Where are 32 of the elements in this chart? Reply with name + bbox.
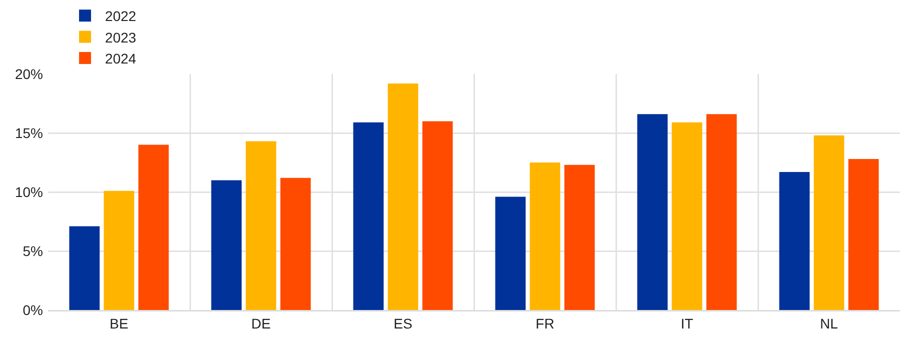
x-tick-label: IT — [680, 315, 694, 332]
bar — [138, 144, 169, 310]
y-tick-label: 0% — [22, 302, 43, 318]
x-tick-label: ES — [394, 315, 412, 332]
legend-label: 2024 — [105, 50, 136, 66]
legend-label: 2022 — [105, 8, 136, 24]
bar — [353, 122, 384, 310]
y-tick-label: 5% — [22, 242, 43, 259]
bar — [814, 135, 844, 310]
x-tick-label: NL — [820, 315, 838, 332]
bar — [779, 172, 810, 310]
bar — [422, 121, 453, 310]
bar — [495, 196, 526, 310]
bar — [637, 114, 668, 310]
bar — [246, 141, 276, 310]
x-tick-label: FR — [536, 315, 554, 332]
bar — [672, 122, 702, 310]
y-tick-label: 15% — [14, 124, 43, 141]
bar — [530, 162, 560, 310]
x-tick-label: DE — [251, 315, 271, 332]
bar — [848, 158, 879, 310]
bar — [211, 180, 242, 310]
bar — [280, 178, 311, 310]
bar — [69, 226, 100, 310]
bar — [104, 190, 134, 310]
y-tick-label: 10% — [14, 184, 43, 200]
legend-label: 2023 — [105, 29, 136, 46]
bar — [564, 164, 595, 310]
x-tick-label: BE — [110, 315, 128, 332]
bar — [388, 83, 418, 310]
bar — [706, 114, 737, 310]
y-tick-label: 20% — [14, 66, 43, 82]
